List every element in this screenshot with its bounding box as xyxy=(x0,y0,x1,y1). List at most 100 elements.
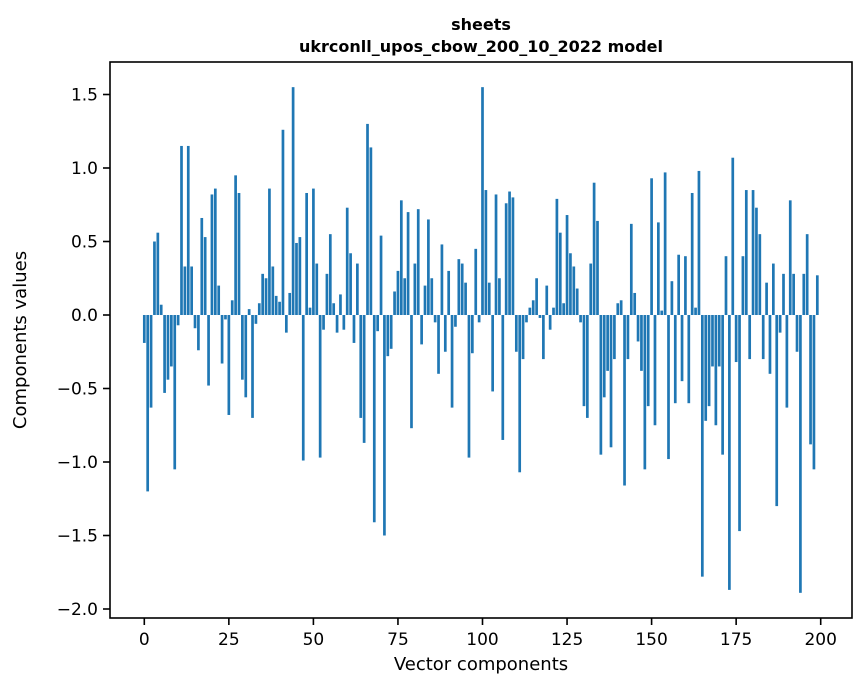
bar xyxy=(190,266,193,315)
bar xyxy=(744,190,748,315)
bar xyxy=(782,273,785,315)
bar xyxy=(761,315,765,360)
bar xyxy=(481,87,484,316)
bar xyxy=(220,315,224,364)
bar xyxy=(724,256,728,315)
bar xyxy=(318,315,322,458)
bar xyxy=(433,315,437,323)
bar xyxy=(335,315,339,333)
bar xyxy=(301,315,305,461)
bar xyxy=(572,266,576,315)
bar xyxy=(203,237,207,315)
bar xyxy=(359,315,363,418)
bar xyxy=(460,263,464,315)
bar xyxy=(284,315,288,333)
bar xyxy=(389,315,393,349)
bar xyxy=(291,87,295,316)
bar xyxy=(227,315,231,415)
bar xyxy=(741,256,745,315)
bar xyxy=(548,315,552,330)
bar xyxy=(281,129,285,315)
bar xyxy=(244,315,248,398)
bar xyxy=(602,315,606,398)
bar xyxy=(775,315,779,507)
bar xyxy=(339,294,342,315)
bar xyxy=(467,315,471,458)
bar xyxy=(501,315,505,440)
chart-title: sheets xyxy=(451,15,511,34)
bar xyxy=(778,315,782,333)
bar xyxy=(342,315,346,330)
bar xyxy=(406,212,410,315)
bar xyxy=(153,241,156,315)
bar xyxy=(498,278,501,315)
bar xyxy=(193,315,197,329)
bar xyxy=(697,170,701,315)
bar xyxy=(815,275,819,315)
bar xyxy=(410,315,413,429)
bar xyxy=(646,315,650,407)
bar xyxy=(558,232,562,315)
bar xyxy=(575,288,579,315)
bar xyxy=(596,220,599,315)
bar xyxy=(670,281,674,315)
bar xyxy=(298,237,302,315)
bar xyxy=(606,315,609,371)
bar xyxy=(552,307,555,315)
y-tick-label: 0.0 xyxy=(71,306,98,326)
bar xyxy=(653,315,657,426)
bar xyxy=(322,315,325,330)
bar xyxy=(599,315,603,455)
bar xyxy=(345,207,349,315)
bar xyxy=(565,215,569,315)
x-tick-label: 25 xyxy=(218,630,240,650)
x-tick-label: 50 xyxy=(303,630,325,650)
bar xyxy=(788,200,792,315)
bar xyxy=(328,234,332,315)
bar xyxy=(491,315,494,392)
bar xyxy=(427,219,430,315)
bar xyxy=(748,315,752,360)
bar xyxy=(569,253,572,315)
bar xyxy=(521,315,525,360)
y-tick-label: −2.0 xyxy=(57,600,98,620)
bar xyxy=(677,254,681,315)
bar xyxy=(440,244,444,315)
bar xyxy=(684,256,687,315)
bar xyxy=(518,315,522,473)
bar xyxy=(809,315,812,445)
bar xyxy=(241,315,244,380)
bar xyxy=(738,315,741,532)
bar xyxy=(447,270,451,315)
bar xyxy=(416,209,420,315)
bar xyxy=(403,278,407,315)
bar xyxy=(376,315,380,332)
bar xyxy=(372,315,376,523)
bar xyxy=(504,203,508,315)
bar xyxy=(711,315,714,367)
bar xyxy=(224,315,227,320)
bar xyxy=(582,315,586,407)
bar xyxy=(494,194,498,315)
bar xyxy=(163,315,166,393)
bar xyxy=(626,315,630,360)
bar xyxy=(508,191,511,315)
x-tick-label: 175 xyxy=(720,630,752,650)
bar xyxy=(325,273,329,315)
bar xyxy=(616,303,620,315)
bar xyxy=(288,292,292,315)
bar xyxy=(663,172,667,315)
bar xyxy=(589,263,593,315)
bar xyxy=(170,315,173,367)
bar xyxy=(687,315,691,404)
bar xyxy=(579,315,582,323)
bar xyxy=(197,315,200,351)
bar xyxy=(450,315,454,408)
bar xyxy=(694,307,697,315)
bar xyxy=(751,190,755,315)
bar xyxy=(443,315,447,352)
bar xyxy=(545,285,549,315)
bar xyxy=(166,315,170,380)
bar xyxy=(305,192,308,315)
